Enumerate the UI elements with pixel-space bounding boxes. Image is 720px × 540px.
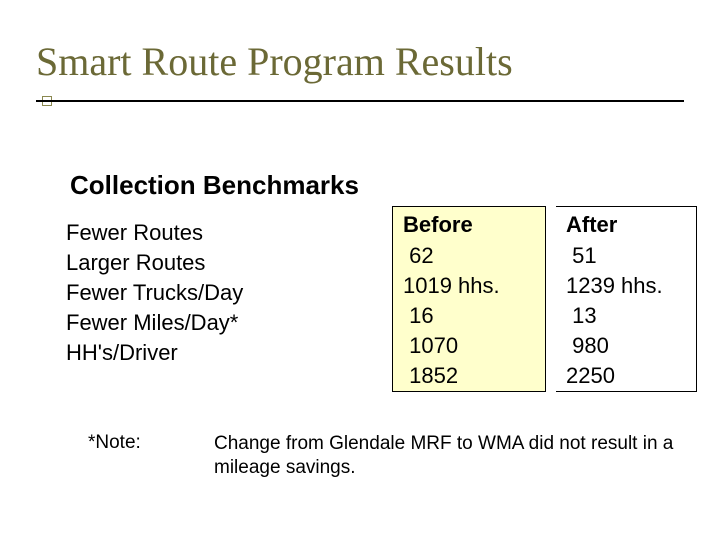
page-title: Smart Route Program Results (36, 38, 513, 85)
before-column: Before 62 1019 hhs. 16 1070 1852 (392, 206, 546, 392)
metric-label: HH's/Driver (66, 338, 243, 368)
after-header: After (556, 207, 696, 241)
before-value: 1019 hhs. (393, 271, 545, 301)
section-subtitle: Collection Benchmarks (70, 170, 359, 201)
after-value: 13 (556, 301, 696, 331)
slide: Smart Route Program Results Collection B… (0, 0, 720, 540)
before-value: 62 (393, 241, 545, 271)
metric-label: Fewer Trucks/Day (66, 278, 243, 308)
after-value: 2250 (556, 361, 696, 391)
before-value: 1070 (393, 331, 545, 361)
after-value: 1239 hhs. (556, 271, 696, 301)
before-value: 16 (393, 301, 545, 331)
metric-label: Fewer Miles/Day* (66, 308, 243, 338)
before-value: 1852 (393, 361, 545, 391)
footnote-text: Change from Glendale MRF to WMA did not … (214, 432, 708, 480)
metric-label: Larger Routes (66, 248, 243, 278)
after-value: 51 (556, 241, 696, 271)
after-value: 980 (556, 331, 696, 361)
title-underline (36, 100, 684, 102)
after-column: After 51 1239 hhs. 13 980 2250 (556, 206, 697, 392)
footnote-label: *Note: (88, 432, 141, 454)
before-header: Before (393, 207, 545, 241)
metric-labels: Fewer Routes Larger Routes Fewer Trucks/… (66, 218, 243, 368)
metric-label: Fewer Routes (66, 218, 243, 248)
